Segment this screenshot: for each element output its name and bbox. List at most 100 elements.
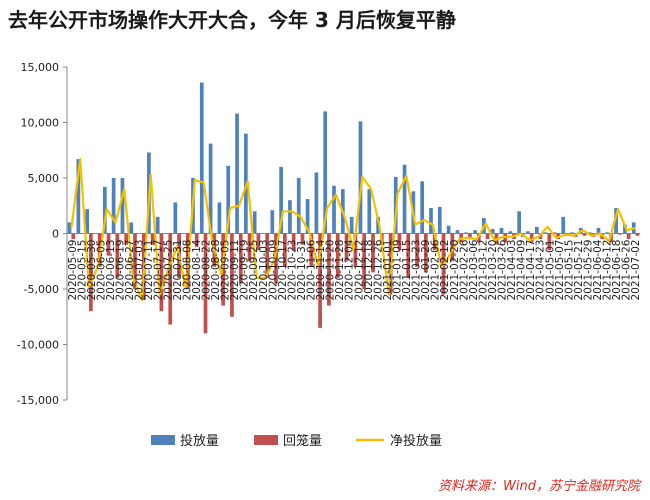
bar-injection	[596, 227, 601, 234]
x-tick-label: 2020-10-31	[296, 240, 308, 301]
x-tick-label: 2021-02-06	[430, 239, 442, 300]
bar-withdrawal	[203, 233, 208, 334]
x-tick-label: 2020-09-05	[220, 240, 232, 301]
bar-withdrawal	[362, 233, 367, 289]
x-tick-label: 2021-05-29	[582, 240, 594, 301]
y-tick-label: 0	[52, 228, 59, 241]
bar-withdrawal	[635, 233, 640, 236]
bar-withdrawal	[265, 233, 270, 278]
x-tick-label: 2020-12-12	[353, 240, 365, 301]
bar-injection	[208, 143, 213, 234]
x-tick-label: 2020-06-27	[124, 240, 136, 301]
bar-withdrawal	[432, 233, 437, 251]
bar-injection	[473, 230, 477, 234]
bar-injection	[235, 113, 239, 234]
x-tick-label: 2021-06-26	[621, 239, 633, 300]
bar-withdrawal	[230, 233, 234, 317]
x-tick-label: 2020-05-15	[76, 240, 88, 301]
bar-withdrawal	[300, 233, 305, 245]
bar-withdrawal	[124, 233, 129, 245]
bar-withdrawal	[194, 233, 199, 247]
bar-withdrawal	[221, 233, 225, 306]
legend-label-net: 净投放量	[390, 433, 442, 449]
bar-injection	[455, 230, 460, 234]
bar-injection	[517, 211, 521, 234]
legend: 投放量 回笼量 净投放量	[151, 433, 442, 449]
x-tick-label: 2021-01-09	[391, 240, 403, 301]
x-tick-label: 2021-07-02	[630, 240, 642, 301]
x-tick-label: 2020-08-28	[210, 240, 222, 301]
bar-withdrawal	[106, 233, 111, 256]
x-tick-label: 2020-05-30	[86, 240, 98, 301]
x-tick-label: 2020-07-25	[162, 240, 174, 301]
bar-injection	[85, 209, 90, 234]
bar-withdrawal	[406, 233, 411, 278]
y-tick-label: -15,000	[17, 394, 59, 407]
bar-withdrawal	[485, 233, 490, 240]
bar-injection	[111, 178, 116, 234]
y-tick-label: 10,000	[21, 117, 60, 130]
x-tick-label: 2020-06-19	[115, 240, 127, 301]
y-tick-label: -5,000	[24, 283, 59, 296]
x-tick-label: 2020-11-06	[306, 239, 318, 300]
bar-injection	[349, 216, 354, 234]
bar-injection	[323, 111, 328, 234]
x-tick-label: 2020-07-11	[143, 240, 155, 301]
x-tick-label: 2020-09-11	[229, 240, 241, 301]
bar-injection	[464, 232, 469, 234]
bar-withdrawal	[133, 233, 137, 289]
bar-injection	[402, 164, 407, 234]
bar-injection	[270, 210, 275, 234]
x-tick-label: 2021-04-23	[535, 240, 547, 301]
x-tick-label: 2020-12-04	[344, 239, 356, 300]
bar-withdrawal	[309, 233, 314, 267]
bar-withdrawal	[371, 233, 375, 273]
net-injection-line	[70, 158, 636, 302]
bar-injection	[429, 207, 433, 234]
bar-withdrawal	[415, 233, 419, 267]
x-tick-label: 2021-06-18	[611, 240, 623, 301]
x-tick-label: 2020-12-18	[363, 240, 375, 301]
x-tick-label: 2020-07-17	[153, 240, 165, 301]
x-tick-label: 2021-03-20	[487, 239, 499, 300]
bar-withdrawal	[397, 233, 402, 251]
bar-injection	[376, 216, 380, 234]
bar-withdrawal	[344, 233, 349, 262]
bar-withdrawal	[89, 233, 93, 312]
bar-injection	[305, 199, 310, 234]
bar-withdrawal	[450, 233, 455, 262]
bar-withdrawal	[150, 233, 155, 245]
bar-withdrawal	[335, 233, 340, 278]
bar-injection	[102, 186, 107, 234]
x-tick-label: 2020-06-13	[105, 240, 117, 301]
bar-withdrawal	[238, 233, 243, 284]
bar-injection	[226, 165, 231, 234]
bar-injection	[543, 232, 548, 234]
x-tick-label: 2021-05-15	[563, 240, 575, 301]
x-tick-label: 2021-04-03	[506, 240, 518, 301]
bar-injection	[367, 189, 372, 234]
bar-withdrawal	[168, 233, 173, 325]
legend-swatch-injection	[151, 435, 175, 445]
x-tick-label: 2020-08-08	[181, 240, 193, 301]
bar-injection	[420, 181, 425, 234]
bar-injection	[332, 185, 336, 234]
bar-injection	[67, 222, 72, 234]
bar-withdrawal	[582, 233, 587, 236]
x-tick-label: 2020-12-26	[372, 239, 384, 300]
x-tick-label: 2020-06-05	[95, 240, 107, 301]
bar-injection	[490, 229, 495, 234]
bar-injection	[605, 232, 610, 234]
x-tick-label: 2020-10-17	[277, 240, 289, 301]
bar-injection	[76, 159, 81, 234]
x-tick-label: 2020-10-23	[286, 240, 298, 301]
bar-injection	[526, 231, 530, 234]
x-tick-label: 2021-03-06	[468, 239, 480, 300]
x-tick-label: 2021-02-26	[458, 239, 470, 300]
bar-injection	[199, 82, 204, 234]
bar-withdrawal	[159, 233, 164, 312]
x-tick-label: 2021-01-01	[382, 240, 394, 301]
bar-withdrawal	[503, 233, 508, 243]
bar-injection	[561, 216, 566, 234]
